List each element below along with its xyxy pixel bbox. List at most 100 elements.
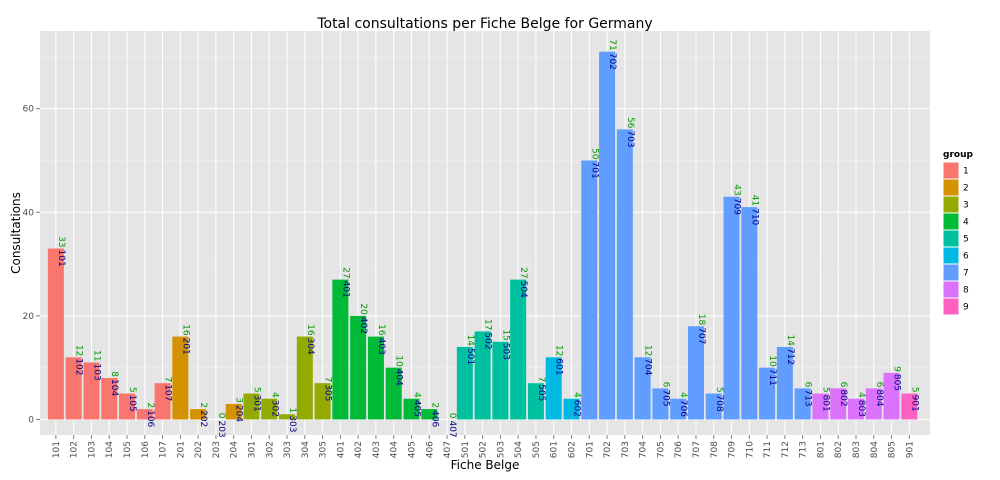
bar xyxy=(136,409,153,420)
legend-swatch xyxy=(943,281,959,298)
bar-value-label: 16 xyxy=(180,324,190,336)
bar xyxy=(119,393,136,420)
bar-value-label: 50 xyxy=(589,148,599,160)
x-tick-label: 702 xyxy=(603,441,613,458)
legend-label: 1 xyxy=(963,167,969,177)
x-tick-label: 305 xyxy=(319,441,329,458)
bar xyxy=(741,207,758,420)
bar-category-label: 203 xyxy=(216,420,226,437)
x-tick-label: 301 xyxy=(247,441,257,458)
bar xyxy=(314,383,331,420)
x-tick-label: 707 xyxy=(692,441,702,458)
legend-swatch xyxy=(943,230,959,247)
bar-value-label: 10 xyxy=(394,355,404,367)
x-tick-label: 105 xyxy=(123,441,133,458)
legend-label: 5 xyxy=(963,235,969,245)
bar-value-label: 14 xyxy=(465,334,475,346)
bar-category-label: 407 xyxy=(447,420,457,437)
bar-category-label: 105 xyxy=(127,395,137,412)
bar-value-label: 15 xyxy=(500,329,510,340)
bar-category-label: 602 xyxy=(572,400,582,417)
x-tick-label: 705 xyxy=(656,441,666,458)
bar-value-label: 11 xyxy=(91,350,101,361)
chart-title: Total consultations per Fiche Belge for … xyxy=(316,16,652,32)
y-tick-label: 0 xyxy=(28,415,34,425)
bar xyxy=(545,357,562,420)
legend-swatch xyxy=(943,162,959,179)
bar-value-label: 12 xyxy=(554,345,564,356)
x-tick-label: 706 xyxy=(674,441,684,458)
bar xyxy=(616,129,633,420)
bar-value-label: 6 xyxy=(660,382,670,388)
x-tick-label: 501 xyxy=(461,441,471,458)
bar xyxy=(705,393,722,420)
bar-value-label: 4 xyxy=(678,392,688,398)
bar-category-label: 201 xyxy=(180,338,190,355)
x-tick-label: 102 xyxy=(70,441,80,458)
bar-value-label: 56 xyxy=(625,117,635,129)
bar-value-label: 2 xyxy=(198,402,208,408)
bar xyxy=(847,398,864,420)
bar-category-label: 803 xyxy=(856,400,866,417)
bar-value-label: 3 xyxy=(234,397,244,403)
bar xyxy=(101,378,118,420)
bar-category-label: 712 xyxy=(785,348,795,365)
bar-value-label: 6 xyxy=(874,382,884,388)
bar xyxy=(421,409,438,420)
y-tick-label: 40 xyxy=(23,208,35,218)
bar xyxy=(279,414,296,420)
bar xyxy=(154,383,171,420)
x-tick-label: 713 xyxy=(799,441,809,458)
bar xyxy=(723,196,740,420)
bar-value-label: 17 xyxy=(483,319,493,330)
x-tick-label: 103 xyxy=(87,441,97,458)
y-axis-title: Consultations xyxy=(9,192,23,274)
bar-category-label: 703 xyxy=(625,130,635,147)
bar xyxy=(261,398,278,420)
x-tick-label: 202 xyxy=(194,441,204,458)
bar-category-label: 706 xyxy=(678,400,688,417)
bar-category-label: 708 xyxy=(714,395,724,412)
bar-value-label: 7 xyxy=(323,376,333,382)
bar-category-label: 401 xyxy=(340,281,350,298)
bar-value-label: 27 xyxy=(340,267,350,278)
x-tick-label: 901 xyxy=(905,441,915,458)
x-tick-label: 703 xyxy=(621,441,631,458)
x-tick-label: 701 xyxy=(585,441,595,458)
bar-category-label: 804 xyxy=(874,389,884,406)
bar-labels: 1013310212103111048105510621077201162022… xyxy=(56,39,919,437)
x-tick-label: 802 xyxy=(834,441,844,458)
bar-category-label: 103 xyxy=(91,363,101,380)
bar-value-label: 6 xyxy=(838,382,848,388)
bar-category-label: 202 xyxy=(198,410,208,427)
bar xyxy=(367,336,384,420)
bar-value-label: 12 xyxy=(74,345,84,356)
bar-category-label: 713 xyxy=(803,389,813,406)
bar xyxy=(403,398,420,420)
bar-value-label: 4 xyxy=(411,392,421,398)
bar-value-label: 7 xyxy=(536,376,546,382)
bar xyxy=(65,357,82,420)
bar xyxy=(901,393,918,420)
legend-swatch xyxy=(943,298,959,315)
bar-value-label: 5 xyxy=(127,387,137,393)
x-tick-label: 403 xyxy=(372,441,382,458)
bar-value-label: 12 xyxy=(643,345,653,356)
legend-label: 9 xyxy=(963,303,969,313)
x-tick-label: 107 xyxy=(159,441,169,458)
bar-category-label: 302 xyxy=(269,400,279,417)
bar-value-label: 0 xyxy=(216,413,226,419)
bar-category-label: 104 xyxy=(109,379,119,396)
legend-swatch xyxy=(943,179,959,196)
bar-category-label: 406 xyxy=(429,410,439,427)
x-tick-label: 401 xyxy=(336,441,346,458)
bar-category-label: 101 xyxy=(56,250,66,267)
bar xyxy=(510,279,527,420)
bar-category-label: 601 xyxy=(554,358,564,375)
bar-value-label: 2 xyxy=(429,402,439,408)
bar xyxy=(474,331,491,420)
bar-category-label: 504 xyxy=(518,281,528,298)
y-tick-label: 60 xyxy=(23,105,35,115)
bar-value-label: 5 xyxy=(820,387,830,393)
bar-value-label: 16 xyxy=(305,324,315,336)
